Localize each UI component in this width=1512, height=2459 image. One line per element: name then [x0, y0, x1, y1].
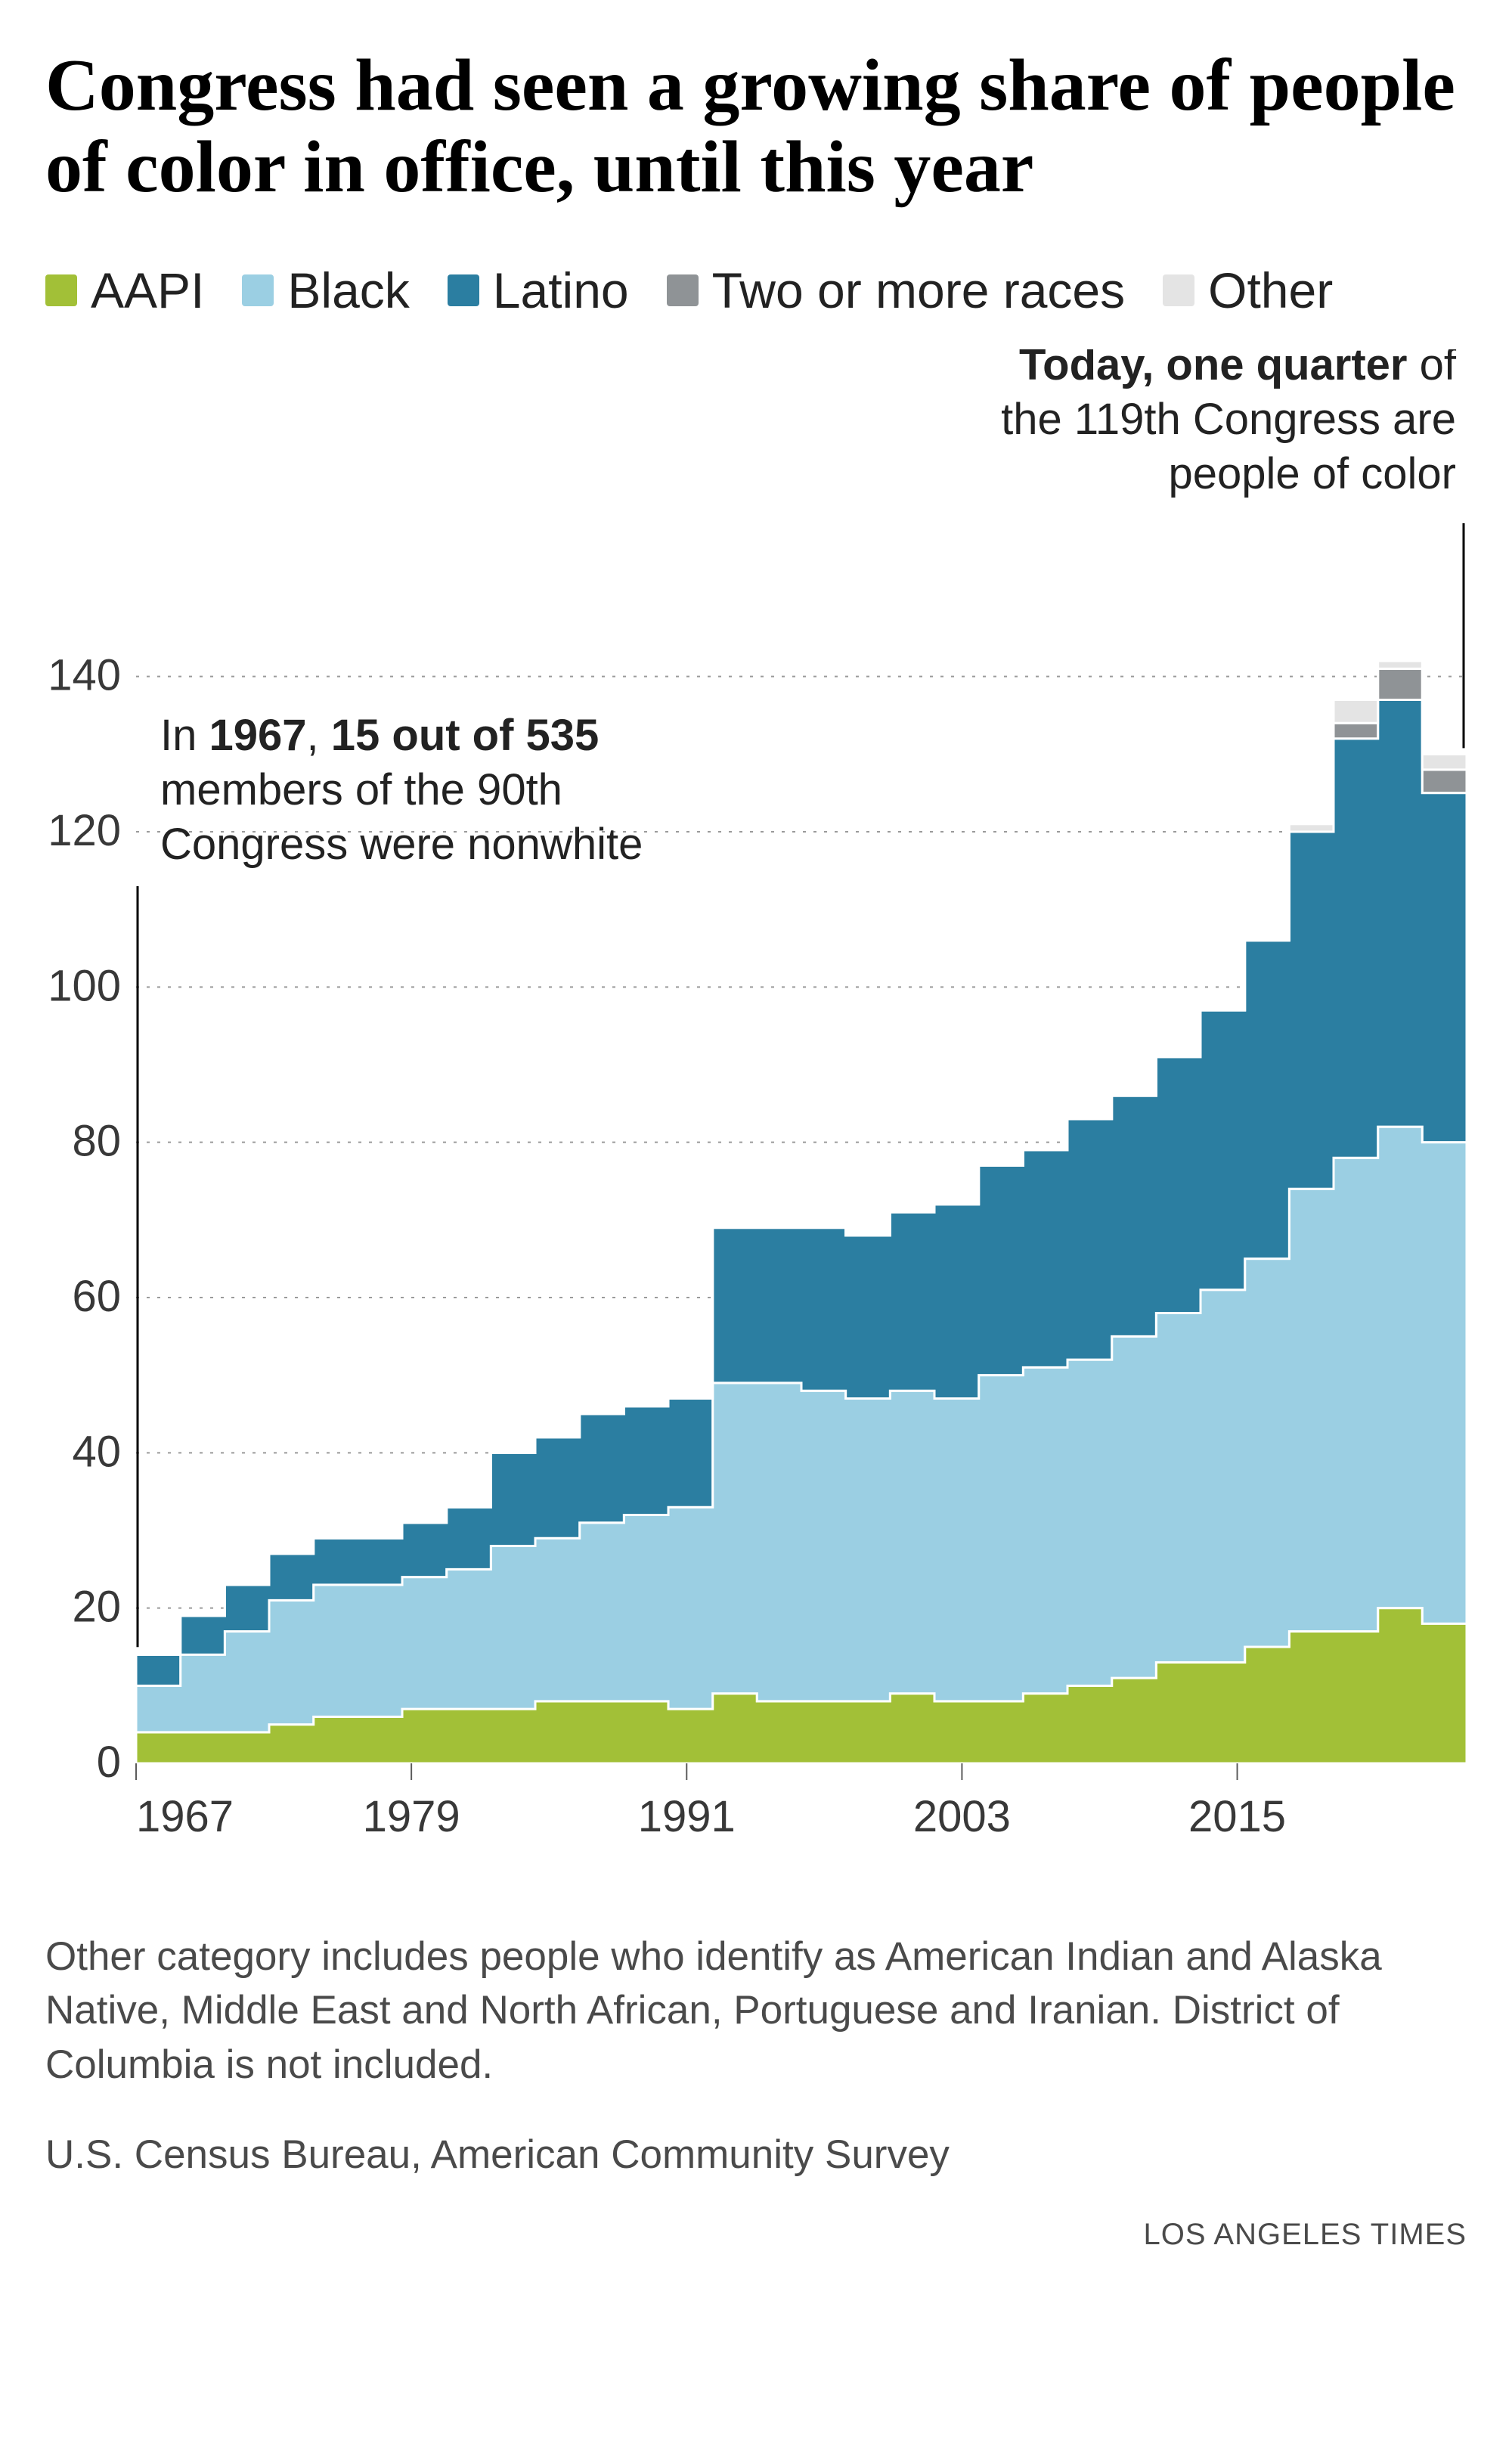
legend-item: Two or more races: [667, 262, 1126, 319]
svg-text:1967: 1967: [136, 1792, 234, 1841]
svg-text:2003: 2003: [913, 1792, 1011, 1841]
svg-text:140: 140: [48, 650, 121, 699]
chart-source: U.S. Census Bureau, American Community S…: [45, 2132, 1467, 2178]
legend-swatch: [448, 274, 479, 306]
legend-item: AAPI: [45, 262, 204, 319]
svg-text:120: 120: [48, 806, 121, 855]
svg-text:20: 20: [72, 1582, 121, 1631]
svg-text:100: 100: [48, 961, 121, 1010]
chart-note: Other category includes people who ident…: [45, 1930, 1467, 2092]
legend-swatch: [1163, 274, 1194, 306]
svg-text:60: 60: [72, 1272, 121, 1321]
legend-label: Black: [287, 262, 409, 319]
svg-text:1979: 1979: [363, 1792, 460, 1841]
svg-text:1991: 1991: [638, 1792, 736, 1841]
annotation-today: Today, one quarter ofthe 119th Congress …: [1001, 349, 1457, 498]
legend-label: AAPI: [91, 262, 204, 319]
legend-item: Other: [1163, 262, 1333, 319]
annotation-1967: In 1967, 15 out of 535members of the 90t…: [160, 711, 643, 869]
svg-text:80: 80: [72, 1116, 121, 1165]
chart-legend: AAPI Black Latino Two or more races Other: [45, 262, 1467, 319]
legend-swatch: [45, 274, 77, 306]
legend-swatch: [242, 274, 274, 306]
legend-label: Other: [1208, 262, 1333, 319]
legend-item: Latino: [448, 262, 629, 319]
chart-headline: Congress had seen a growing share of peo…: [45, 45, 1467, 209]
legend-label: Two or more races: [712, 262, 1126, 319]
legend-item: Black: [242, 262, 409, 319]
publication-credit: LOS ANGELES TIMES: [45, 2218, 1467, 2252]
svg-text:0: 0: [97, 1738, 121, 1787]
svg-text:2015: 2015: [1188, 1792, 1286, 1841]
stacked-area-chart: 0 20 40 60 80 100 120 140 1967 1979 1991 2003 2015 In…: [45, 349, 1467, 1862]
svg-text:40: 40: [72, 1427, 121, 1476]
chart-area: 0 20 40 60 80 100 120 140 1967 1979 1991 2003 2015 In…: [45, 349, 1467, 1862]
legend-swatch: [667, 274, 699, 306]
legend-label: Latino: [493, 262, 629, 319]
